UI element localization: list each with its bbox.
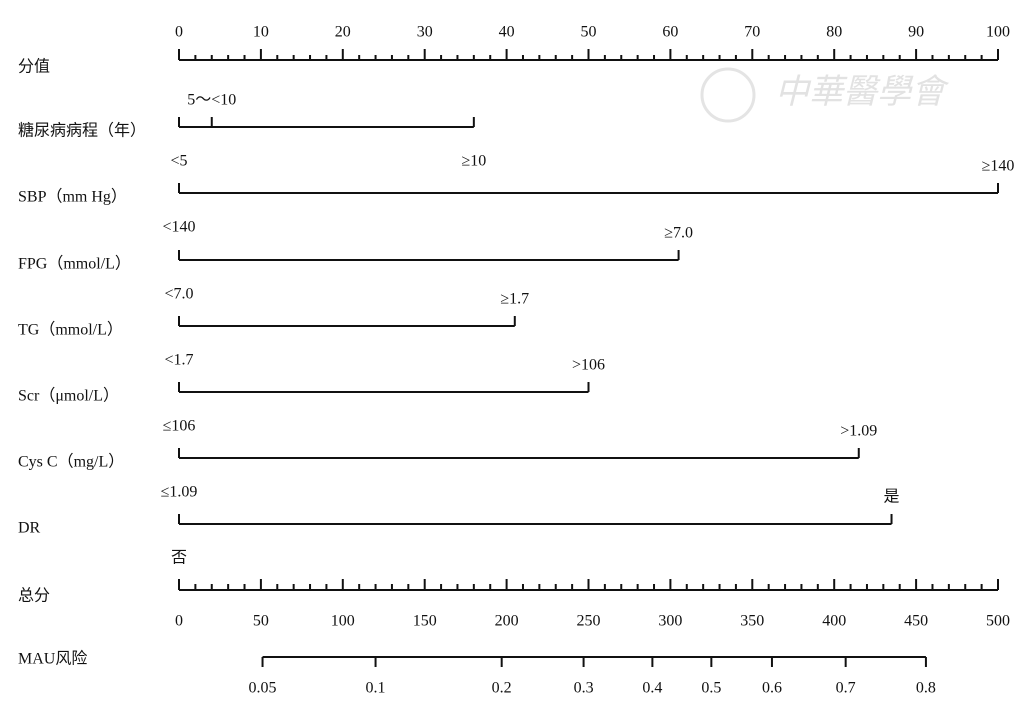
level-label: ≥7.0 xyxy=(664,225,693,242)
tick-label: 90 xyxy=(908,24,924,41)
tick-label: 50 xyxy=(581,24,597,41)
level-label: >106 xyxy=(572,357,605,374)
level-label: ≤1.09 xyxy=(161,484,198,501)
variable-label: SBP（mm Hg） xyxy=(18,188,127,206)
watermark: 中華醫學會 xyxy=(775,74,950,111)
axis-title: 总分 xyxy=(18,587,50,605)
variable-label: Scr（μmol/L） xyxy=(18,387,119,405)
tick-label: 350 xyxy=(740,613,764,630)
tick-label: 150 xyxy=(413,613,437,630)
level-label: ≥1.7 xyxy=(500,291,529,308)
variable-label: TG（mmol/L） xyxy=(18,321,123,339)
level-label: ≥140 xyxy=(982,158,1015,175)
level-label: >1.09 xyxy=(840,423,877,440)
variable-label: DR xyxy=(18,520,41,537)
tick-label: 0 xyxy=(175,24,183,41)
tick-label: 0.1 xyxy=(366,680,386,697)
tick-label: 20 xyxy=(335,24,351,41)
tick-label: 450 xyxy=(904,613,928,630)
level-label: ≤106 xyxy=(163,418,196,435)
variable-label: Cys C（mg/L） xyxy=(18,453,124,471)
tick-label: 0.8 xyxy=(916,680,936,697)
tick-label: 0.4 xyxy=(642,680,662,697)
tick-label: 0 xyxy=(175,613,183,630)
axis-title: MAU风险 xyxy=(18,650,87,668)
tick-label: 50 xyxy=(253,613,269,630)
tick-label: 0.5 xyxy=(701,680,721,697)
tick-label: 0.05 xyxy=(249,680,277,697)
level-label: <5 xyxy=(170,153,187,170)
tick-label: 70 xyxy=(744,24,760,41)
tick-label: 60 xyxy=(662,24,678,41)
level-label: <140 xyxy=(162,219,195,236)
tick-label: 0.3 xyxy=(574,680,594,697)
tick-label: 0.6 xyxy=(762,680,782,697)
tick-label: 100 xyxy=(331,613,355,630)
variable-label: FPG（mmol/L） xyxy=(18,255,131,273)
tick-label: 0.7 xyxy=(836,680,856,697)
tick-label: 30 xyxy=(417,24,433,41)
tick-label: 0.2 xyxy=(492,680,512,697)
level-label: <1.7 xyxy=(164,352,193,369)
watermark-logo xyxy=(700,67,756,123)
level-label: 是 xyxy=(884,489,900,506)
axis-title: 分值 xyxy=(18,58,50,76)
level-label: 5～<10 xyxy=(187,92,236,109)
tick-label: 100 xyxy=(986,24,1010,41)
variable-label: 糖尿病病程（年） xyxy=(18,122,146,140)
level-label: ≥10 xyxy=(461,153,486,170)
level-label: <7.0 xyxy=(164,286,193,303)
tick-label: 300 xyxy=(658,613,682,630)
tick-label: 80 xyxy=(826,24,842,41)
level-label: 否 xyxy=(171,550,187,567)
tick-label: 10 xyxy=(253,24,269,41)
tick-label: 400 xyxy=(822,613,846,630)
tick-label: 200 xyxy=(495,613,519,630)
tick-label: 250 xyxy=(577,613,601,630)
tick-label: 500 xyxy=(986,613,1010,630)
tick-label: 40 xyxy=(499,24,515,41)
